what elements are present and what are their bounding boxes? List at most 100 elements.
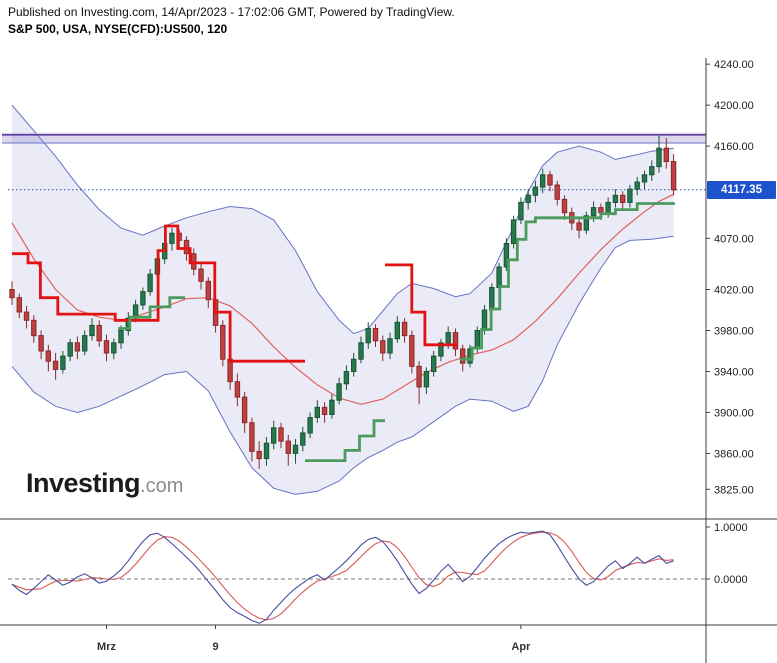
oscillator-signal-line [11, 531, 674, 621]
candle [118, 330, 124, 344]
candle [452, 332, 459, 350]
candle [351, 358, 357, 373]
candle [620, 194, 626, 204]
candle [103, 340, 110, 354]
candle [598, 207, 604, 214]
candle [387, 338, 393, 354]
candle [438, 342, 444, 357]
candle [234, 381, 241, 398]
candle [205, 280, 212, 301]
candle [16, 297, 23, 313]
candle [394, 321, 401, 340]
candle [111, 342, 117, 354]
candle [576, 222, 582, 231]
candle [445, 332, 451, 344]
candle [510, 219, 517, 244]
y-axis-tick: 4240.00 [714, 59, 754, 71]
candle [540, 174, 546, 188]
candle [256, 450, 262, 460]
candle [292, 444, 299, 454]
candle [605, 201, 611, 214]
candle [329, 399, 335, 416]
x-axis-tick: 9 [212, 641, 218, 653]
symbol-title: S&P 500, USA, NYSE(CFD):US500, 120 [8, 22, 228, 36]
x-axis-tick: Apr [511, 641, 531, 653]
oscillator-panel [8, 530, 706, 624]
candle [31, 319, 37, 337]
y-axis-tick: 3825.00 [714, 484, 754, 496]
candle [634, 181, 640, 190]
logo-suffix-text: .com [140, 475, 184, 497]
candle [263, 442, 270, 460]
candle [612, 194, 619, 204]
candle [9, 289, 15, 299]
x-axis-tick: Mrz [97, 641, 116, 653]
candle [321, 406, 328, 415]
candle [198, 268, 204, 282]
y-axis-tick: 3900.00 [714, 408, 754, 420]
candle [649, 166, 655, 176]
candle [314, 406, 321, 418]
x-axis-labels: Mrz 9 Apr [97, 625, 531, 653]
oscillator-tick: 0.0000 [714, 574, 748, 586]
candle [590, 207, 597, 217]
candle [365, 328, 371, 344]
y-axis-tick: 3860.00 [714, 448, 754, 460]
candle [336, 383, 342, 401]
oscillator-axis-labels: 1.0000 0.0000 [706, 522, 748, 586]
y-axis-tick: 4070.00 [714, 233, 754, 245]
candle [249, 422, 255, 452]
candle [641, 174, 648, 183]
candle [380, 340, 386, 354]
candle [401, 321, 408, 337]
oscillator-tick: 1.0000 [714, 522, 748, 534]
bollinger-band [11, 104, 674, 495]
candles-layer [9, 135, 677, 469]
candle [45, 350, 51, 362]
candle [241, 396, 248, 424]
candle [627, 188, 633, 203]
published-line: Published on Investing.com, 14/Apr/2023 … [8, 5, 455, 19]
candle [140, 291, 146, 306]
bollinger-lower-line [11, 235, 674, 495]
candle [583, 215, 589, 231]
candle [96, 324, 102, 342]
candle [503, 242, 510, 268]
candle [532, 186, 539, 196]
candle [89, 324, 95, 337]
candle [525, 194, 531, 204]
last-price-tag: 4117.35 [707, 181, 776, 199]
candle [656, 147, 662, 168]
logo-brand-text: Investing [26, 468, 141, 498]
candle [278, 427, 284, 442]
candle [82, 335, 88, 352]
y-axis-tick: 4200.00 [714, 100, 754, 112]
candle [518, 201, 524, 221]
candle [67, 342, 73, 357]
candle [431, 355, 437, 373]
candle [416, 365, 422, 388]
candle [358, 342, 364, 360]
candle [23, 311, 30, 321]
axes [0, 58, 777, 663]
candle [460, 348, 466, 364]
candle [307, 417, 313, 434]
candle [285, 440, 292, 454]
candle [60, 355, 66, 370]
candle [561, 198, 568, 214]
candle [271, 427, 277, 444]
candle [147, 273, 153, 293]
candle [409, 335, 415, 367]
investing-logo: Investing.com [26, 468, 183, 499]
candle [496, 266, 502, 288]
y-axis-tick: 3980.00 [714, 326, 754, 338]
candle [423, 371, 430, 388]
candle [220, 324, 226, 360]
candle [372, 328, 379, 342]
candle [52, 360, 59, 370]
candle [481, 309, 488, 331]
candle [300, 432, 306, 446]
candle [554, 184, 560, 200]
candle [191, 253, 197, 270]
